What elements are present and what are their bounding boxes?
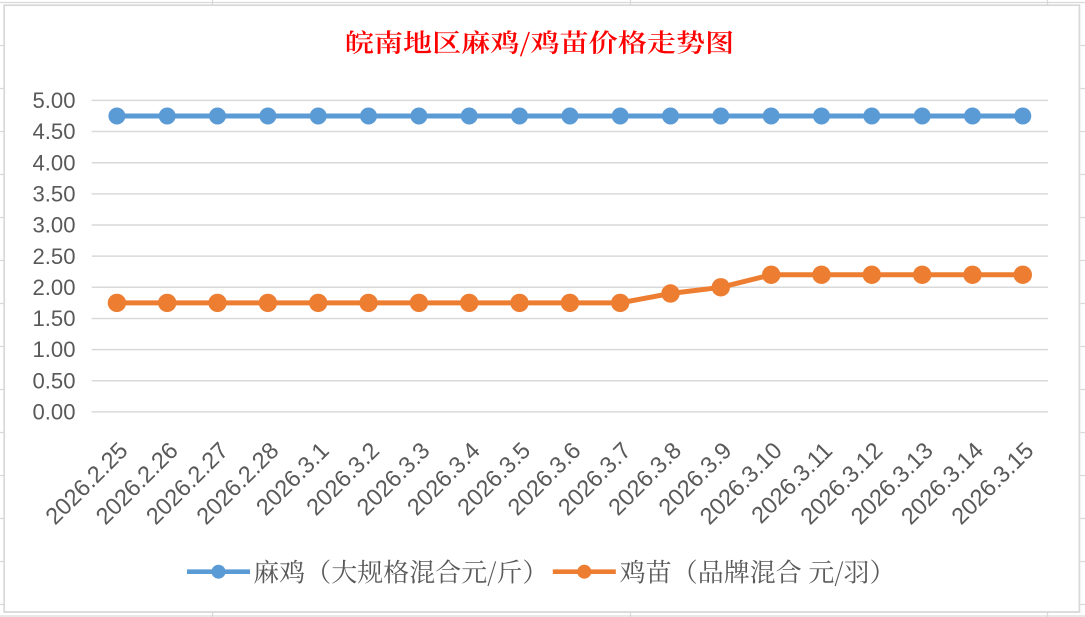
svg-text:4.00: 4.00 — [32, 150, 75, 175]
svg-text:2.00: 2.00 — [32, 275, 75, 300]
svg-text:3.00: 3.00 — [32, 213, 75, 238]
svg-text:2.50: 2.50 — [32, 244, 75, 269]
svg-text:1.50: 1.50 — [32, 306, 75, 331]
svg-text:3.50: 3.50 — [32, 181, 75, 206]
svg-text:4.50: 4.50 — [32, 119, 75, 144]
svg-text:0.00: 0.00 — [32, 400, 75, 425]
svg-text:5.00: 5.00 — [32, 88, 75, 113]
svg-text:1.00: 1.00 — [32, 337, 75, 362]
svg-text:0.50: 0.50 — [32, 368, 75, 393]
